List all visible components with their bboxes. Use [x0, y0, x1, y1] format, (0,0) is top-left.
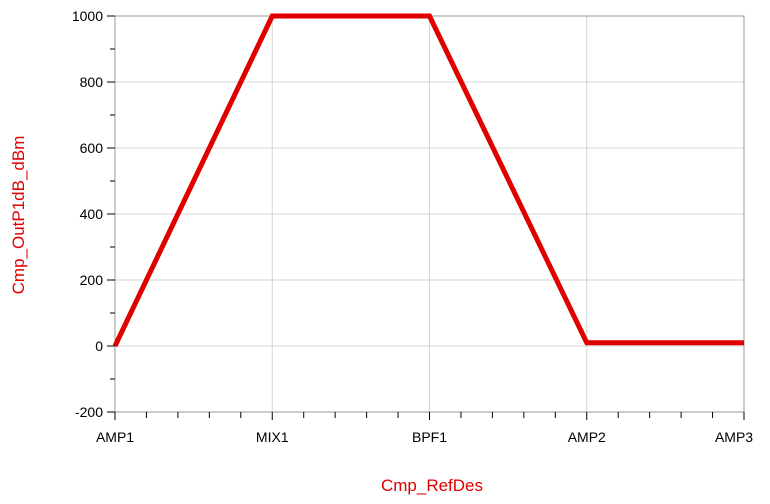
y-axis-title: Cmp_OutP1dB_dBm [9, 136, 28, 295]
gridlines [114, 15, 745, 413]
y-tick-label: -200 [75, 404, 103, 420]
x-tick-label: AMP1 [96, 429, 134, 445]
x-tick-label: BPF1 [412, 429, 447, 445]
y-tick-label: 800 [80, 74, 104, 90]
y-tick-label: 600 [80, 140, 104, 156]
y-tick-label: 200 [80, 272, 104, 288]
series-layer [112, 13, 744, 348]
y-tick-label: 0 [95, 338, 103, 354]
y-tick-label: 1000 [72, 8, 103, 24]
x-axis-title: Cmp_RefDes [381, 476, 483, 495]
y-tick-label: 400 [80, 206, 104, 222]
tick-labels: -200 0 200 400 600 800 1000 AMP1 MIX1 BPF1 AMP2 AMP… [72, 8, 753, 445]
axis-ticks [107, 15, 745, 420]
x-tick-label: AMP3 [715, 429, 753, 445]
series-line [112, 13, 744, 348]
x-tick-label: MIX1 [256, 429, 289, 445]
x-tick-label: AMP2 [568, 429, 606, 445]
